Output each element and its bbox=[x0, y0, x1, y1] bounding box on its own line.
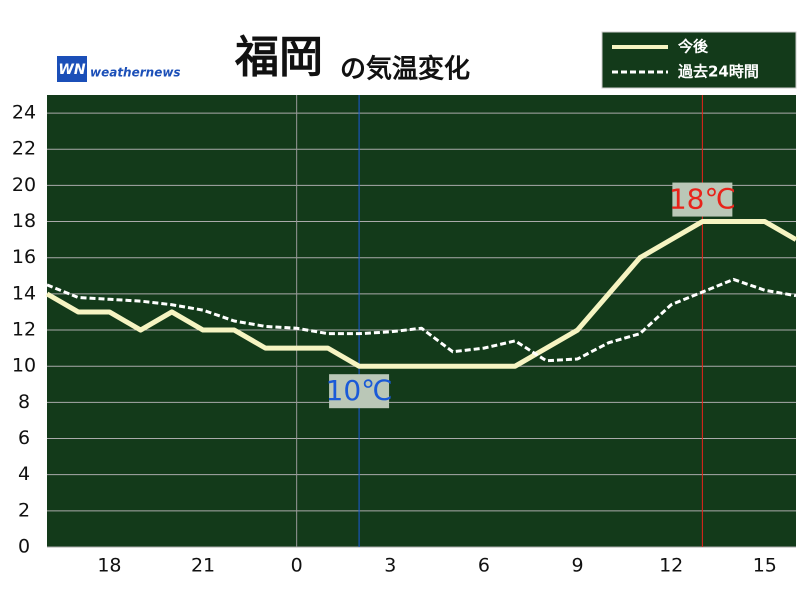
legend-box bbox=[601, 31, 797, 89]
y-tick-label: 20 bbox=[12, 174, 36, 196]
chart-subtitle: の気温変化 bbox=[340, 54, 470, 85]
y-tick-label: 16 bbox=[12, 246, 36, 268]
logo-text: weathernews bbox=[90, 66, 181, 80]
logo-mark: WN bbox=[58, 62, 85, 78]
annotation-label: 10℃ bbox=[326, 374, 393, 407]
plot-area bbox=[47, 95, 796, 547]
x-tick-label: 15 bbox=[753, 555, 777, 577]
x-tick-label: 21 bbox=[191, 555, 215, 577]
legend-label: 今後 bbox=[677, 38, 709, 56]
x-tick-label: 3 bbox=[384, 555, 396, 577]
series-line bbox=[45, 219, 798, 369]
y-tick-label: 8 bbox=[18, 391, 30, 413]
logo-box bbox=[57, 56, 87, 82]
y-tick-label: 14 bbox=[12, 282, 36, 304]
legend-label: 過去24時間 bbox=[677, 63, 759, 81]
annotation-box bbox=[329, 374, 390, 409]
chart-title: 福岡 bbox=[234, 32, 323, 83]
y-tick-label: 12 bbox=[12, 319, 36, 341]
series-line bbox=[46, 277, 797, 363]
y-tick-label: 24 bbox=[12, 102, 36, 124]
y-tick-label: 18 bbox=[12, 210, 36, 232]
x-tick-label: 12 bbox=[659, 555, 683, 577]
x-tick-label: 18 bbox=[97, 555, 121, 577]
x-tick-label: 9 bbox=[571, 555, 583, 577]
y-tick-label: 2 bbox=[18, 499, 30, 521]
annotation-box bbox=[672, 182, 733, 217]
x-tick-label: 6 bbox=[478, 555, 490, 577]
annotation-label: 18℃ bbox=[669, 183, 736, 216]
y-tick-label: 6 bbox=[18, 427, 30, 449]
y-tick-label: 4 bbox=[18, 463, 30, 485]
y-tick-label: 10 bbox=[12, 355, 36, 377]
y-tick-label: 22 bbox=[12, 138, 36, 160]
y-tick-label: 0 bbox=[18, 536, 30, 558]
x-tick-label: 0 bbox=[291, 555, 303, 577]
